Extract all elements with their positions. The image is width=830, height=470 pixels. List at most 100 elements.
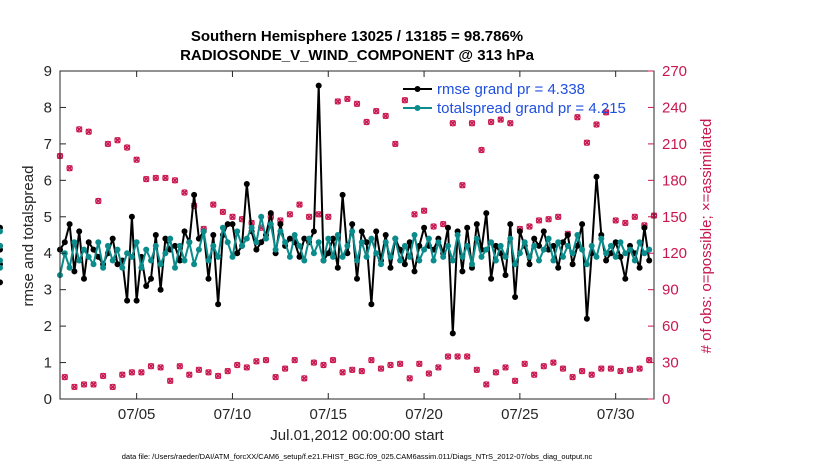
rmse-point bbox=[368, 301, 375, 308]
rmse-point bbox=[536, 242, 542, 249]
y-right-tick-label: 240 bbox=[662, 99, 687, 116]
totalspread-point bbox=[435, 239, 442, 246]
obs-possible-point bbox=[396, 360, 404, 367]
obs-possible-point bbox=[363, 118, 370, 126]
totalspread-point bbox=[593, 253, 600, 260]
obs-assimilated-point bbox=[377, 365, 385, 372]
rmse-point bbox=[334, 264, 341, 271]
totalspread-point bbox=[488, 239, 495, 246]
rmse-point bbox=[315, 82, 322, 89]
totalspread-point bbox=[387, 253, 394, 260]
obs-possible-point bbox=[377, 365, 385, 372]
obs-assimilated-point bbox=[85, 128, 92, 135]
obs-possible-point bbox=[578, 367, 586, 375]
obs-assimilated-point bbox=[626, 366, 634, 373]
totalspread-point bbox=[512, 261, 519, 268]
rmse-point bbox=[488, 275, 495, 282]
obs-possible-point bbox=[607, 365, 615, 372]
obs-assimilated-point bbox=[71, 383, 78, 391]
totalspread-point bbox=[617, 239, 624, 246]
obs-assimilated-point bbox=[157, 364, 164, 371]
rmse-point bbox=[382, 232, 389, 238]
y-tick-label: 5 bbox=[44, 209, 52, 226]
totalspread-point bbox=[579, 246, 586, 253]
obs-possible-point bbox=[531, 371, 538, 378]
x-tick-label: 07/05 bbox=[118, 406, 156, 423]
obs-possible-point bbox=[262, 356, 270, 364]
totalspread-point bbox=[416, 257, 423, 264]
obs-possible-point bbox=[162, 174, 169, 182]
obs-assimilated-point bbox=[483, 381, 490, 388]
obs-possible-point bbox=[310, 359, 318, 366]
x-axis-label: Jul.01,2012 00:00:00 start bbox=[270, 427, 444, 444]
obs-possible-point bbox=[90, 381, 97, 388]
totalspread-point bbox=[478, 253, 485, 260]
totalspread-point bbox=[401, 242, 408, 249]
rmse-point bbox=[363, 239, 370, 246]
rmse-point bbox=[85, 239, 92, 246]
obs-assimilated-point bbox=[406, 375, 413, 382]
totalspread-point bbox=[521, 239, 528, 246]
totalspread-point bbox=[622, 250, 629, 257]
totalspread-point bbox=[603, 250, 610, 257]
obs-possible-point bbox=[588, 371, 595, 378]
rmse-point bbox=[148, 275, 154, 282]
obs-assimilated-point bbox=[66, 165, 73, 172]
legend-totalspread-label: totalspread grand pr = 4.215 bbox=[437, 100, 626, 117]
obs-assimilated-point bbox=[243, 364, 250, 371]
totalspread-point bbox=[195, 246, 202, 253]
totalspread-point bbox=[109, 257, 116, 264]
rmse-point bbox=[617, 253, 624, 260]
y-axis-label: rmse and totalspread bbox=[20, 166, 37, 307]
totalspread-point bbox=[531, 242, 538, 249]
obs-assimilated-point bbox=[454, 353, 461, 360]
obs-assimilated-point bbox=[492, 369, 500, 376]
totalspread-point bbox=[569, 250, 576, 257]
totalspread-point bbox=[540, 246, 547, 253]
rmse-point bbox=[641, 224, 648, 231]
obs-assimilated-point bbox=[459, 182, 466, 189]
obs-possible-point bbox=[435, 364, 442, 371]
totalspread-point bbox=[282, 239, 289, 246]
obs-possible-point bbox=[511, 377, 519, 384]
obs-possible-point bbox=[555, 213, 562, 220]
obs-possible-point bbox=[75, 126, 83, 133]
totalspread-point bbox=[583, 261, 590, 268]
obs-assimilated-point bbox=[425, 370, 433, 377]
obs-possible-point bbox=[574, 113, 581, 121]
totalspread-point bbox=[607, 242, 614, 249]
obs-assimilated-point bbox=[478, 146, 485, 154]
obs-assimilated-point bbox=[186, 371, 193, 378]
obs-possible-point bbox=[535, 217, 543, 224]
obs-assimilated-point bbox=[382, 112, 389, 120]
obs-assimilated-point bbox=[636, 365, 643, 372]
rmse-point bbox=[81, 275, 87, 282]
totalspread-point bbox=[176, 242, 183, 249]
obs-possible-point bbox=[622, 219, 629, 227]
rmse-point bbox=[301, 235, 308, 242]
obs-possible-point bbox=[152, 174, 159, 182]
obs-assimilated-point bbox=[511, 377, 519, 384]
obs-assimilated-point bbox=[545, 216, 552, 223]
obs-possible-point bbox=[598, 365, 605, 372]
obs-assimilated-point bbox=[588, 371, 595, 378]
obs-possible-point bbox=[507, 119, 514, 127]
totalspread-point bbox=[234, 228, 241, 235]
obs-possible-point bbox=[602, 109, 610, 116]
obs-assimilated-point bbox=[315, 211, 322, 218]
totalspread-point bbox=[0, 242, 3, 249]
totalspread-point bbox=[114, 246, 121, 253]
obs-possible-point bbox=[545, 215, 552, 223]
obs-possible-point bbox=[272, 373, 279, 381]
totalspread-point bbox=[306, 235, 313, 242]
y-tick-label: 7 bbox=[44, 136, 52, 153]
obs-possible-point bbox=[166, 377, 174, 384]
obs-possible-point bbox=[559, 365, 567, 372]
obs-possible-point bbox=[521, 360, 528, 367]
rmse-point bbox=[133, 297, 140, 304]
obs-assimilated-point bbox=[310, 359, 318, 366]
obs-assimilated-point bbox=[162, 174, 169, 182]
obs-assimilated-point bbox=[473, 366, 480, 373]
rmse-point bbox=[583, 315, 590, 322]
obs-assimilated-point bbox=[286, 211, 294, 218]
